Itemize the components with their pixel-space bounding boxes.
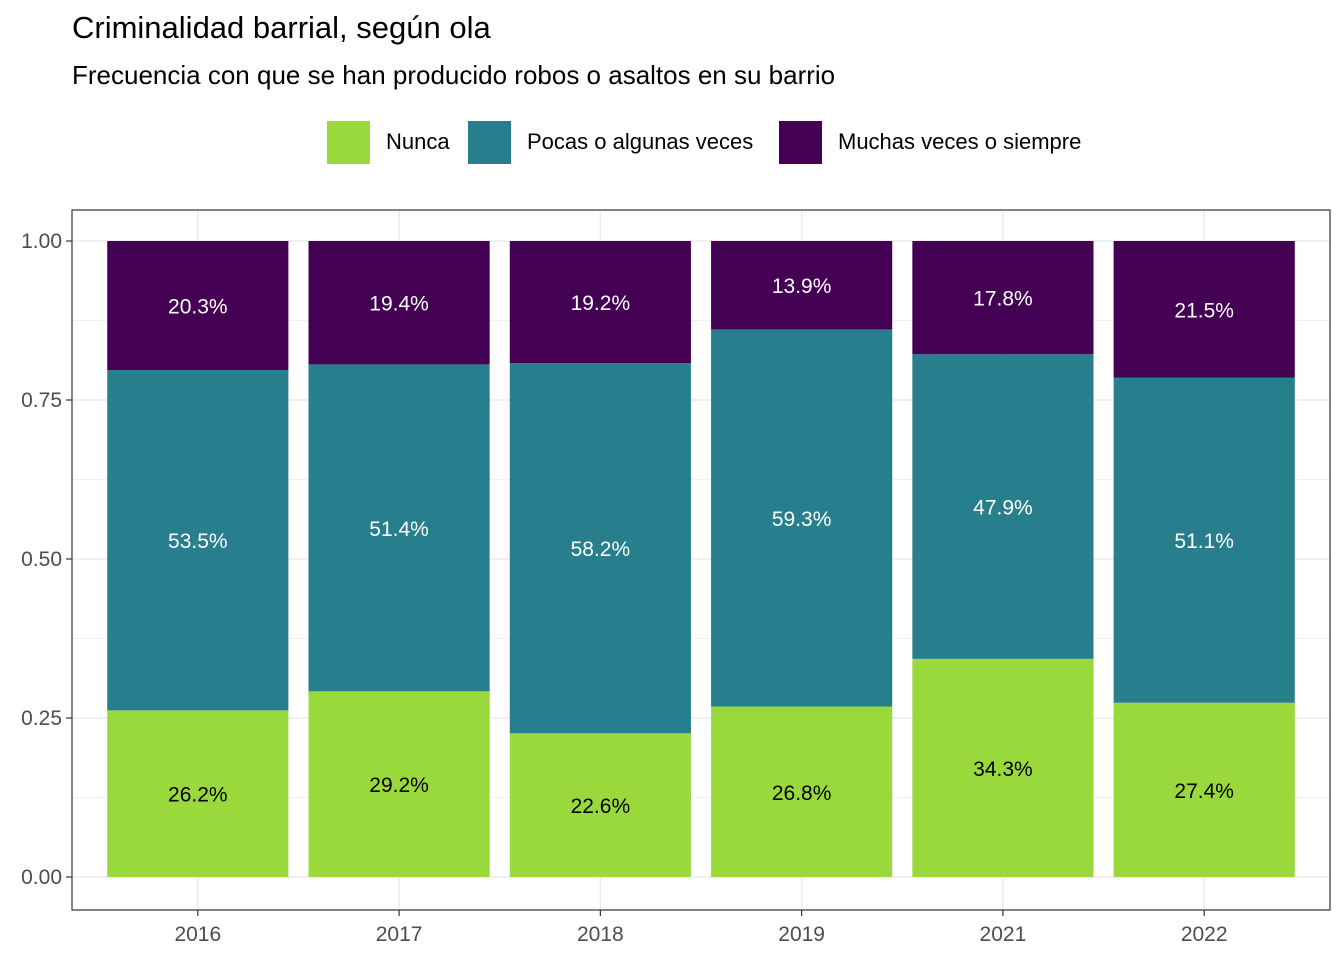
bar-label-muchas-2017: 19.4% [369, 293, 429, 316]
bar-label-pocas-2016: 53.5% [168, 530, 228, 553]
bar-pocas-2019 [711, 329, 893, 707]
y-tick-label: 0.75 [21, 389, 62, 412]
x-tick-label: 2016 [174, 923, 221, 946]
bar-label-pocas-2018: 58.2% [571, 538, 631, 561]
legend: Nunca Pocas o algunas veces Muchas veces… [0, 120, 1344, 164]
bar-label-nunca-2017: 29.2% [369, 774, 429, 797]
bar-nunca-2016 [107, 710, 289, 877]
chart-title: Criminalidad barrial, según ola [72, 10, 491, 45]
bar-nunca-2021 [912, 658, 1094, 877]
bar-label-pocas-2021: 47.9% [973, 497, 1033, 520]
legend-key-muchas [779, 120, 822, 164]
bar-label-pocas-2022: 51.1% [1174, 530, 1234, 553]
x-tick-label: 2017 [376, 923, 423, 946]
bar-nunca-2022 [1113, 702, 1295, 877]
legend-label-nunca: Nunca [386, 129, 450, 154]
bar-nunca-2018 [509, 733, 691, 877]
bar-label-muchas-2018: 19.2% [571, 292, 631, 315]
bar-label-muchas-2021: 17.8% [973, 288, 1033, 311]
bar-muchas-2019 [711, 241, 893, 330]
bar-label-pocas-2017: 51.4% [369, 518, 429, 541]
bar-label-nunca-2019: 26.8% [772, 782, 832, 805]
bar-muchas-2017 [308, 241, 490, 365]
bar-muchas-2016 [107, 241, 289, 371]
bar-label-nunca-2016: 26.2% [168, 784, 228, 807]
bar-pocas-2017 [308, 364, 490, 692]
bar-pocas-2016 [107, 370, 289, 711]
legend-key-pocas [468, 120, 511, 164]
legend-key-nunca [327, 120, 370, 164]
bar-label-nunca-2018: 22.6% [571, 795, 631, 818]
bar-pocas-2021 [912, 354, 1094, 659]
plot-border [71, 209, 1331, 911]
y-tick-label: 1.00 [21, 230, 62, 253]
bar-label-muchas-2022: 21.5% [1174, 299, 1234, 322]
legend-label-pocas: Pocas o algunas veces [527, 129, 754, 154]
bar-nunca-2017 [308, 691, 490, 877]
bar-label-muchas-2019: 13.9% [772, 275, 832, 298]
legend-item-muchas: Muchas veces o siempre [779, 120, 1081, 164]
bar-pocas-2022 [1113, 377, 1295, 703]
bar-muchas-2021 [912, 241, 1094, 355]
y-tick-label: 0.50 [21, 548, 62, 571]
x-tick-label: 2018 [577, 923, 624, 946]
bar-label-nunca-2022: 27.4% [1174, 780, 1234, 803]
x-tick-label: 2022 [1181, 923, 1228, 946]
legend-item-nunca: Nunca [327, 120, 450, 164]
x-tick-label: 2019 [778, 923, 825, 946]
bar-label-nunca-2021: 34.3% [973, 758, 1033, 781]
bar-label-pocas-2019: 59.3% [772, 508, 832, 531]
bar-muchas-2022 [1113, 241, 1295, 378]
bar-muchas-2018 [509, 241, 691, 364]
y-tick-label: 0.25 [21, 707, 62, 730]
x-tick-label: 2021 [980, 923, 1027, 946]
bar-pocas-2018 [509, 363, 691, 734]
legend-label-muchas: Muchas veces o siempre [838, 129, 1082, 154]
legend-item-pocas: Pocas o algunas veces [468, 120, 753, 164]
bar-nunca-2019 [711, 706, 893, 877]
y-tick-label: 0.00 [21, 866, 62, 889]
bar-label-muchas-2016: 20.3% [168, 296, 228, 319]
chart-subtitle: Frecuencia con que se han producido robo… [72, 60, 836, 90]
